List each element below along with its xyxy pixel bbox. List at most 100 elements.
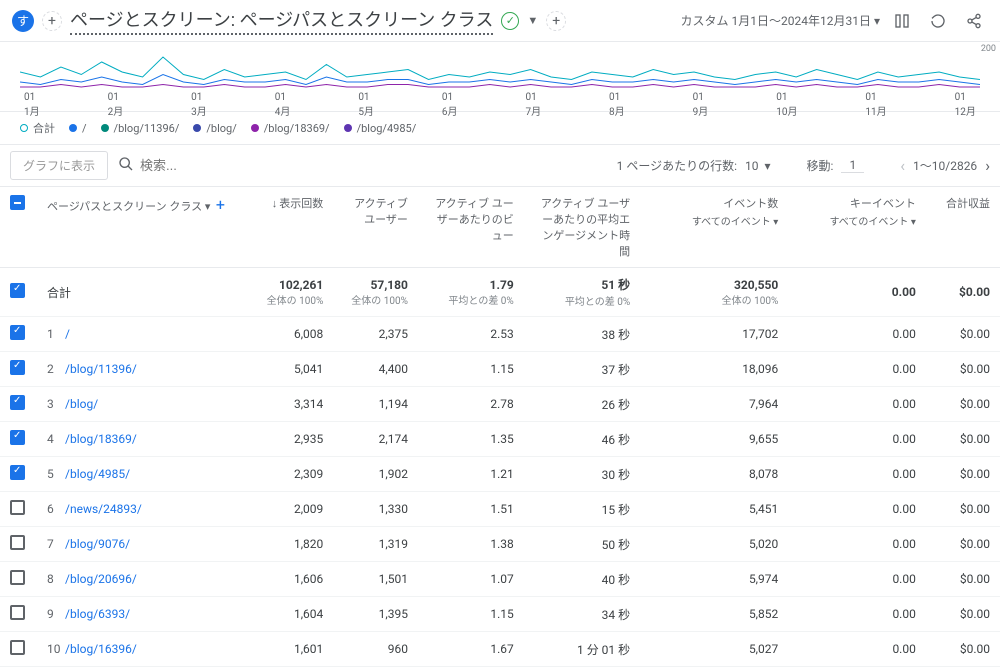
page-path[interactable]: /blog/6393/ [65,607,130,621]
col-revenue[interactable]: 合計収益 [926,187,1000,268]
table-row[interactable]: 4/blog/18369/2,9352,1741.3546 秒9,6550.00… [0,422,1000,457]
cell-revenue: $0.00 [926,422,1000,457]
search-input[interactable] [140,158,260,173]
row-checkbox[interactable] [10,605,25,620]
key-events-filter[interactable]: すべてのイベント ▾ [798,213,916,228]
avatar[interactable]: す [12,10,34,32]
page-title[interactable]: ページとスクリーン: ページパスとスクリーン クラス [70,6,493,35]
show-in-graph-button[interactable]: グラフに表示 [10,151,108,180]
table-row[interactable]: 2/blog/11396/5,0414,4001.1537 秒18,0960.0… [0,352,1000,387]
customize-icon[interactable] [888,7,916,35]
page-path[interactable]: /blog/11396/ [65,362,137,376]
table-row[interactable]: 10/blog/16396/1,6019601.671 分 01 秒5,0270… [0,632,1000,667]
cell-engagement: 34 秒 [524,597,640,632]
x-tick: 018月 [609,92,625,118]
date-range-picker[interactable]: カスタム 1月1日～2024年12月31日 ▾ [681,12,880,29]
rows-per-page-select[interactable]: 10 ▾ [745,159,770,173]
x-tick: 013月 [191,92,207,118]
sort-arrow-icon[interactable]: ↓ [272,197,278,210]
select-all-checkbox[interactable] [10,195,25,210]
cell-views: 1,606 [249,562,334,597]
totals-label: 合計 [37,268,249,317]
add-segment-button[interactable]: + [42,11,62,31]
x-tick: 0110月 [776,92,797,118]
row-checkbox[interactable] [10,360,25,375]
table-row[interactable]: 7/blog/9076/1,8201,3191.3850 秒5,0200.00$… [0,527,1000,562]
col-avg-engagement[interactable]: アクティブ ユーザーあたりの平均エンゲージメント時間 [524,187,640,268]
cell-events: 18,096 [640,352,788,387]
cell-users: 2,174 [333,422,418,457]
legend-item[interactable]: /blog/ [193,122,236,135]
page-path[interactable]: /news/24893/ [65,502,142,516]
cell-views: 1,820 [249,527,334,562]
page-prev-button[interactable]: ‹ [900,156,905,175]
cell-key-events: 0.00 [788,387,926,422]
cell-key-events: 0.00 [788,352,926,387]
cell-events: 5,020 [640,527,788,562]
cell-vpu: 1.38 [418,527,524,562]
x-tick: 0112月 [955,92,976,118]
row-index: 8 [47,572,65,586]
col-key-events[interactable]: キーイベント [850,197,916,210]
table-row[interactable]: 3/blog/3,3141,1942.7826 秒7,9640.00$0.00 [0,387,1000,422]
cell-views: 6,008 [249,317,334,352]
cell-revenue: $0.00 [926,317,1000,352]
table-row[interactable]: 5/blog/4985/2,3091,9021.2130 秒8,0780.00$… [0,457,1000,492]
row-checkbox[interactable] [10,283,25,298]
page-path[interactable]: /blog/20696/ [65,572,137,586]
legend-item[interactable]: /blog/4985/ [344,122,417,135]
table-row[interactable]: 1/6,0082,3752.5338 秒17,7020.00$0.00 [0,317,1000,352]
cell-key-events: 0.00 [788,422,926,457]
row-checkbox[interactable] [10,395,25,410]
row-checkbox[interactable] [10,570,25,585]
cell-views: 2,009 [249,492,334,527]
legend-item[interactable]: 合計 [20,120,55,136]
chevron-down-icon[interactable]: ▼ [527,14,538,27]
add-comparison-button[interactable]: + [546,11,566,31]
row-index: 7 [47,537,65,551]
row-index: 2 [47,362,65,376]
page-path[interactable]: / [65,327,70,341]
events-filter[interactable]: すべてのイベント ▾ [650,213,778,228]
table-row[interactable]: 9/blog/6393/1,6041,3951.1534 秒5,8520.00$… [0,597,1000,632]
col-active-users[interactable]: アクティブ ユーザー [333,187,418,268]
cell-users: 4,400 [333,352,418,387]
page-path[interactable]: /blog/9076/ [65,537,130,551]
cell-engagement: 15 秒 [524,492,640,527]
legend-item[interactable]: /blog/11396/ [101,122,180,135]
cell-key-events: 0.00 [788,632,926,667]
dimension-picker[interactable]: ページパスとスクリーン クラス ▾ [47,200,210,213]
legend-item[interactable]: /blog/18369/ [251,122,330,135]
add-dimension-button[interactable]: + [216,195,225,214]
row-checkbox[interactable] [10,325,25,340]
table-row[interactable]: 8/blog/20696/1,6061,5011.0740 秒5,9740.00… [0,562,1000,597]
page-path[interactable]: /blog/4985/ [65,467,130,481]
x-tick: 015月 [358,92,374,118]
legend-item[interactable]: / [69,122,87,135]
col-events[interactable]: イベント数 [723,197,778,210]
row-index: 5 [47,467,65,481]
page-next-button[interactable]: › [985,156,990,175]
goto-page-input[interactable]: 1 [841,158,864,173]
row-checkbox[interactable] [10,500,25,515]
legend-swatch [251,124,259,132]
page-path[interactable]: /blog/16396/ [65,642,137,656]
cell-users: 1,330 [333,492,418,527]
row-checkbox[interactable] [10,640,25,655]
table-row[interactable]: 6/news/24893/2,0091,3301.5115 秒5,4510.00… [0,492,1000,527]
share-icon[interactable] [960,7,988,35]
col-views[interactable]: 表示回数 [279,197,323,210]
cell-views: 5,041 [249,352,334,387]
page-path[interactable]: /blog/ [65,397,98,411]
col-views-per-user[interactable]: アクティブ ユーザーあたりのビュー [418,187,524,268]
search-icon [118,156,134,176]
legend-swatch [69,124,77,132]
row-checkbox[interactable] [10,535,25,550]
cell-events: 9,655 [640,422,788,457]
refresh-icon[interactable] [924,7,952,35]
cell-revenue: $0.00 [926,457,1000,492]
page-path[interactable]: /blog/18369/ [65,432,137,446]
cell-vpu: 1.51 [418,492,524,527]
row-checkbox[interactable] [10,430,25,445]
row-checkbox[interactable] [10,465,25,480]
